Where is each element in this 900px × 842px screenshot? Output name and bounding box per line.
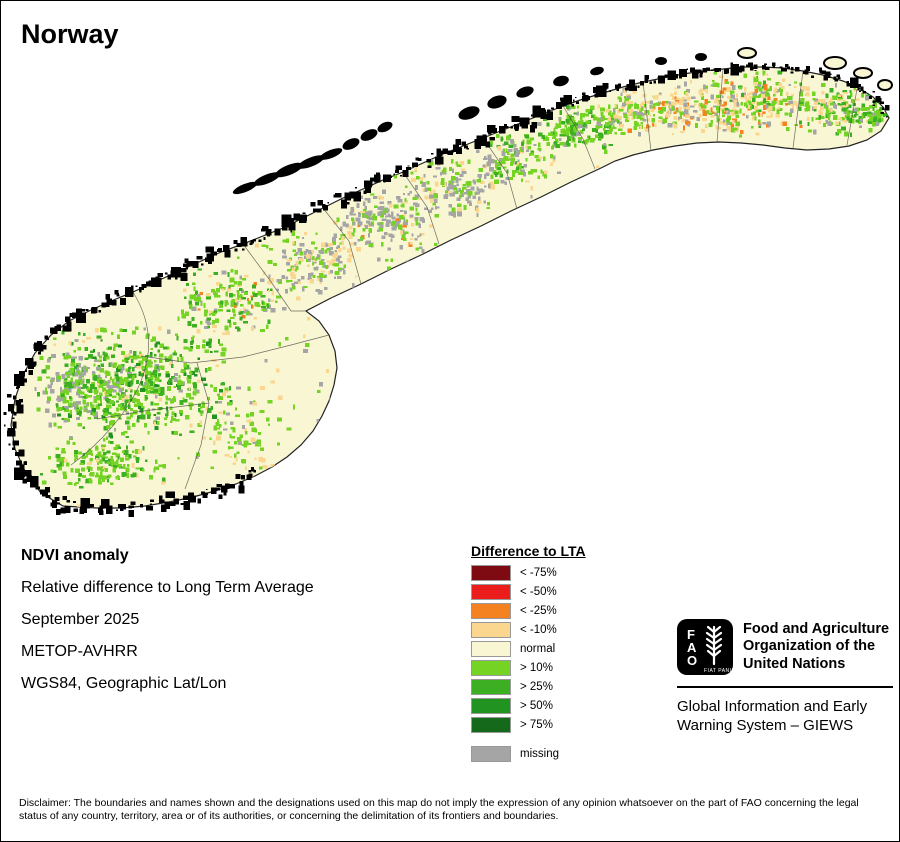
legend-label: < -75% <box>520 567 557 579</box>
legend-label: < -10% <box>520 624 557 636</box>
offshore-islands <box>232 47 893 195</box>
fao-motto: FIAT PANIS <box>704 668 733 674</box>
legend-item: missing <box>471 746 681 762</box>
legend-label: > 10% <box>520 662 553 674</box>
disclaimer-text: Disclaimer: The boundaries and names sho… <box>19 797 859 822</box>
legend-item: < -25% <box>471 603 681 619</box>
legend-swatch <box>471 698 511 714</box>
legend-label: normal <box>520 643 556 655</box>
map-info: NDVI anomaly Relative difference to Long… <box>21 547 314 707</box>
legend-swatch <box>471 622 511 638</box>
info-heading: NDVI anomaly <box>21 547 129 564</box>
legend-swatch <box>471 717 511 733</box>
legend-item: < -50% <box>471 584 681 600</box>
info-date: September 2025 <box>21 611 140 628</box>
fao-org-name: Food and Agriculture Organization of the… <box>743 620 890 672</box>
legend-item: < -10% <box>471 622 681 638</box>
info-subtitle: Relative difference to Long Term Average <box>21 579 314 596</box>
legend-label: missing <box>520 748 559 760</box>
legend-item: > 25% <box>471 679 681 695</box>
legend-swatch <box>471 660 511 676</box>
admin-boundaries <box>70 68 858 490</box>
legend-swatch <box>471 641 511 657</box>
legend-item: < -75% <box>471 565 681 581</box>
fao-logo-icon: F A O FIAT PANIS <box>677 619 733 675</box>
legend-item: > 75% <box>471 717 681 733</box>
info-sensor: METOP-AVHRR <box>21 643 138 660</box>
legend-swatch <box>471 565 511 581</box>
page-title: Norway <box>21 19 119 49</box>
giews-name: Global Information and Early Warning Sys… <box>677 698 868 734</box>
info-projection: WGS84, Geographic Lat/Lon <box>21 675 227 692</box>
legend-label: > 75% <box>520 719 553 731</box>
legend-item: > 50% <box>471 698 681 714</box>
ndvi-anomaly-pixels <box>11 70 889 508</box>
legend-swatch <box>471 603 511 619</box>
fao-divider <box>677 686 893 688</box>
fjord-coastline-texture <box>3 62 890 517</box>
legend: Difference to LTA < -75% < -50% < -25% < -1… <box>471 543 681 765</box>
legend-swatch <box>471 746 511 762</box>
legend-rows: < -75% < -50% < -25% < -10% normal > 10% > 25%… <box>471 565 681 762</box>
legend-label: > 25% <box>520 681 553 693</box>
legend-swatch <box>471 584 511 600</box>
fao-letters: F A O <box>687 627 700 668</box>
legend-label: > 50% <box>520 700 553 712</box>
legend-label: < -25% <box>520 605 557 617</box>
legend-swatch <box>471 679 511 695</box>
legend-title: Difference to LTA <box>471 543 586 559</box>
fao-block: F A O FIAT PANIS Food and Agriculture Or… <box>677 619 893 735</box>
legend-item: normal <box>471 641 681 657</box>
legend-item: > 10% <box>471 660 681 676</box>
legend-label: < -50% <box>520 586 557 598</box>
wheat-icon <box>705 625 723 666</box>
